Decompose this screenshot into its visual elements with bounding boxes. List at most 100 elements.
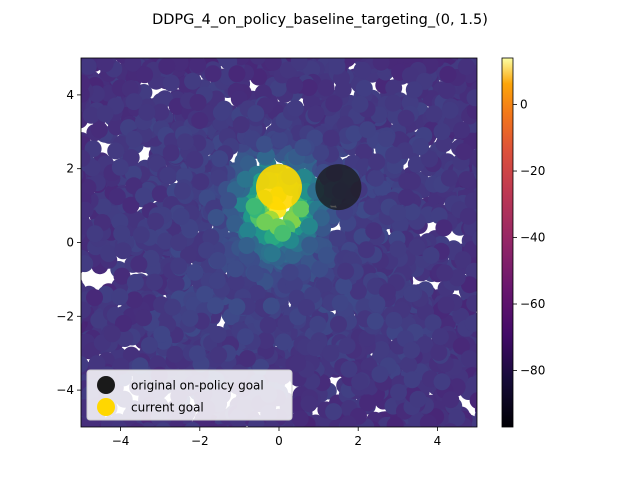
field-point bbox=[108, 188, 126, 206]
field-point bbox=[338, 337, 356, 355]
field-point bbox=[248, 284, 266, 302]
field-point bbox=[180, 246, 198, 264]
y-tick-label: 0 bbox=[66, 236, 74, 250]
colorbar-tick-label: −80 bbox=[520, 363, 545, 377]
field-point bbox=[81, 168, 84, 181]
field-point bbox=[166, 345, 184, 363]
field-point bbox=[469, 392, 477, 409]
field-point bbox=[475, 228, 477, 238]
field-point bbox=[443, 423, 458, 427]
field-point bbox=[271, 131, 289, 149]
field-point bbox=[372, 58, 390, 71]
field-point bbox=[191, 58, 200, 60]
field-point bbox=[466, 295, 477, 312]
field-point bbox=[209, 326, 227, 343]
field-point bbox=[246, 265, 264, 282]
field-point bbox=[138, 103, 156, 121]
field-point bbox=[319, 425, 330, 427]
field-point bbox=[403, 285, 421, 303]
field-point bbox=[436, 264, 454, 282]
field-point bbox=[441, 101, 459, 119]
field-point bbox=[317, 79, 335, 97]
field-point bbox=[284, 58, 296, 61]
field-point bbox=[437, 296, 455, 314]
field-point bbox=[90, 121, 108, 139]
field-point bbox=[126, 273, 144, 291]
field-point bbox=[227, 273, 245, 291]
x-tick-label: 0 bbox=[275, 434, 283, 448]
field-point bbox=[401, 67, 419, 84]
y-axis: −4 −2 0 2 4 bbox=[56, 88, 81, 397]
field-point bbox=[171, 58, 189, 72]
field-point bbox=[188, 345, 206, 363]
field-point bbox=[81, 318, 86, 335]
goal-markers bbox=[256, 164, 362, 211]
field-point bbox=[300, 79, 318, 96]
field-point bbox=[309, 315, 327, 333]
field-point bbox=[135, 187, 152, 205]
field-point bbox=[151, 185, 169, 203]
field-point bbox=[404, 172, 421, 190]
legend-swatch bbox=[97, 376, 115, 394]
field-point bbox=[355, 79, 373, 97]
field-point bbox=[397, 109, 415, 127]
field-point bbox=[81, 179, 97, 196]
field-point bbox=[157, 232, 174, 250]
field-point bbox=[82, 106, 100, 124]
field-point bbox=[212, 104, 230, 121]
field-point bbox=[220, 192, 237, 210]
x-axis: −4 −2 0 2 4 bbox=[112, 427, 441, 448]
field-point bbox=[349, 282, 367, 300]
field-point bbox=[259, 316, 277, 334]
field-point bbox=[385, 311, 403, 329]
field-point bbox=[302, 92, 320, 110]
field-point bbox=[433, 123, 451, 141]
field-point bbox=[115, 315, 132, 332]
field-point bbox=[269, 79, 287, 97]
field-point bbox=[228, 298, 246, 316]
field-point bbox=[111, 158, 129, 176]
y-tick-label: 4 bbox=[66, 88, 74, 102]
field-point bbox=[207, 209, 225, 226]
legend: original on-policy goal current goal bbox=[86, 369, 293, 421]
field-point bbox=[206, 297, 224, 315]
field-point bbox=[81, 425, 84, 427]
field-point bbox=[431, 328, 449, 346]
field-point bbox=[325, 95, 343, 113]
field-point bbox=[90, 311, 108, 329]
field-point bbox=[204, 65, 222, 83]
field-point bbox=[409, 390, 427, 408]
field-point bbox=[202, 228, 220, 246]
field-point bbox=[170, 257, 188, 275]
field-point bbox=[111, 288, 129, 306]
marker-original-on-policy-goal bbox=[315, 164, 362, 211]
field-point bbox=[339, 415, 357, 427]
field-point bbox=[162, 74, 180, 92]
field-point bbox=[135, 309, 153, 327]
field-point bbox=[103, 325, 121, 343]
field-point bbox=[301, 236, 319, 254]
field-point bbox=[322, 344, 340, 362]
field-point bbox=[303, 60, 321, 78]
field-point bbox=[81, 74, 90, 92]
legend-box bbox=[86, 369, 293, 421]
field-point bbox=[170, 234, 188, 251]
field-point bbox=[337, 262, 355, 280]
field-point bbox=[312, 425, 323, 427]
legend-label: original on-policy goal bbox=[131, 379, 264, 393]
field-point bbox=[405, 81, 423, 99]
field-point bbox=[81, 253, 82, 261]
field-point bbox=[452, 337, 470, 355]
field-point bbox=[196, 285, 214, 303]
colorbar-tick-label: −40 bbox=[520, 231, 545, 245]
field-point bbox=[416, 336, 434, 354]
field-point bbox=[81, 255, 94, 273]
field-point bbox=[460, 350, 477, 368]
field-point bbox=[239, 222, 257, 240]
field-point bbox=[162, 144, 180, 162]
field-point bbox=[330, 315, 347, 333]
field-point bbox=[378, 283, 396, 301]
field-point bbox=[457, 58, 475, 76]
field-point bbox=[366, 312, 384, 330]
field-point bbox=[435, 219, 453, 237]
